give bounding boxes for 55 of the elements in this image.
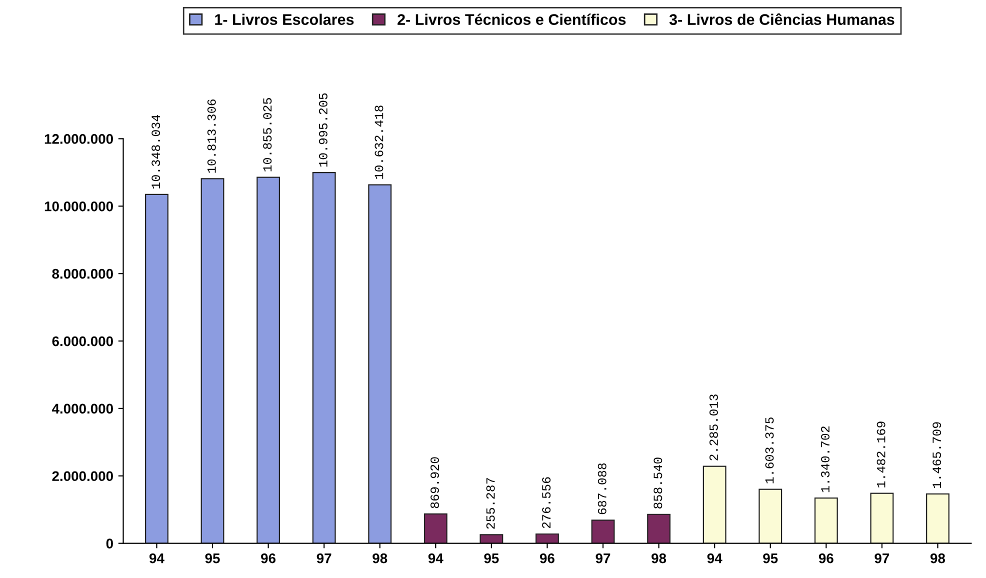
x-tick-label: 95 [205,553,220,564]
data-label: 858.540 [654,458,662,509]
data-label: 1.603.375 [765,417,774,484]
x-tick-label: 98 [930,553,946,564]
x-tick-label: 96 [261,553,276,564]
data-label: 1.340.702 [821,426,830,492]
data-label: 255.287 [486,478,495,529]
bar [256,176,280,544]
x-tick-label: 96 [818,553,834,564]
data-label: 1.482.169 [876,422,886,488]
bar [145,194,168,544]
bar [200,178,224,544]
data-label: 276.556 [542,477,551,528]
bar [480,534,504,544]
x-tick-label: 97 [874,553,890,564]
bar [758,488,782,544]
legend-label: 3- Livros de Ciências Humanas [669,13,894,25]
x-tick-label: 94 [149,553,164,564]
y-tick-label: 0 [106,538,113,548]
data-label: 869.920 [430,457,440,508]
data-label: 687.088 [598,463,606,514]
data-label: 2.285.013 [709,394,718,460]
bar [591,520,615,544]
x-tick-label: 98 [652,553,666,564]
x-tick-label: 98 [372,553,388,564]
legend-label: 2- Livros Técnicos e Científicos [398,14,626,25]
x-tick-label: 97 [596,553,610,564]
data-label: 10.632.418 [374,106,384,179]
y-tick-label: 4.000.000 [52,404,113,414]
x-tick-label: 94 [707,553,722,564]
bar [702,466,726,544]
y-tick-label: 10.000.000 [44,201,113,212]
bar [368,184,392,544]
data-label: 10.813.306 [207,99,216,173]
data-label: 10.995.205 [318,93,328,167]
data-label: 1.465.709 [932,422,942,488]
x-tick-label: 97 [316,553,332,564]
data-label: 10.348.034 [152,114,160,188]
bar [424,513,448,544]
y-tick-label: 12.000.000 [44,134,113,144]
data-label: 10.855.025 [263,98,272,172]
x-tick-label: 94 [428,553,444,564]
y-tick-label: 2.000.000 [52,471,113,482]
x-tick-label: 95 [763,553,778,564]
y-tick-label: 8.000.000 [52,268,113,279]
bar [926,493,950,544]
bar [870,492,894,544]
bar [312,172,336,544]
x-tick-label: 96 [540,553,554,564]
bar [536,533,559,544]
y-tick-label: 6.000.000 [52,336,113,346]
bar [814,498,838,544]
x-tick-label: 95 [484,553,499,564]
bar [647,514,671,544]
legend-label: 1- Livros Escolares [215,14,354,25]
